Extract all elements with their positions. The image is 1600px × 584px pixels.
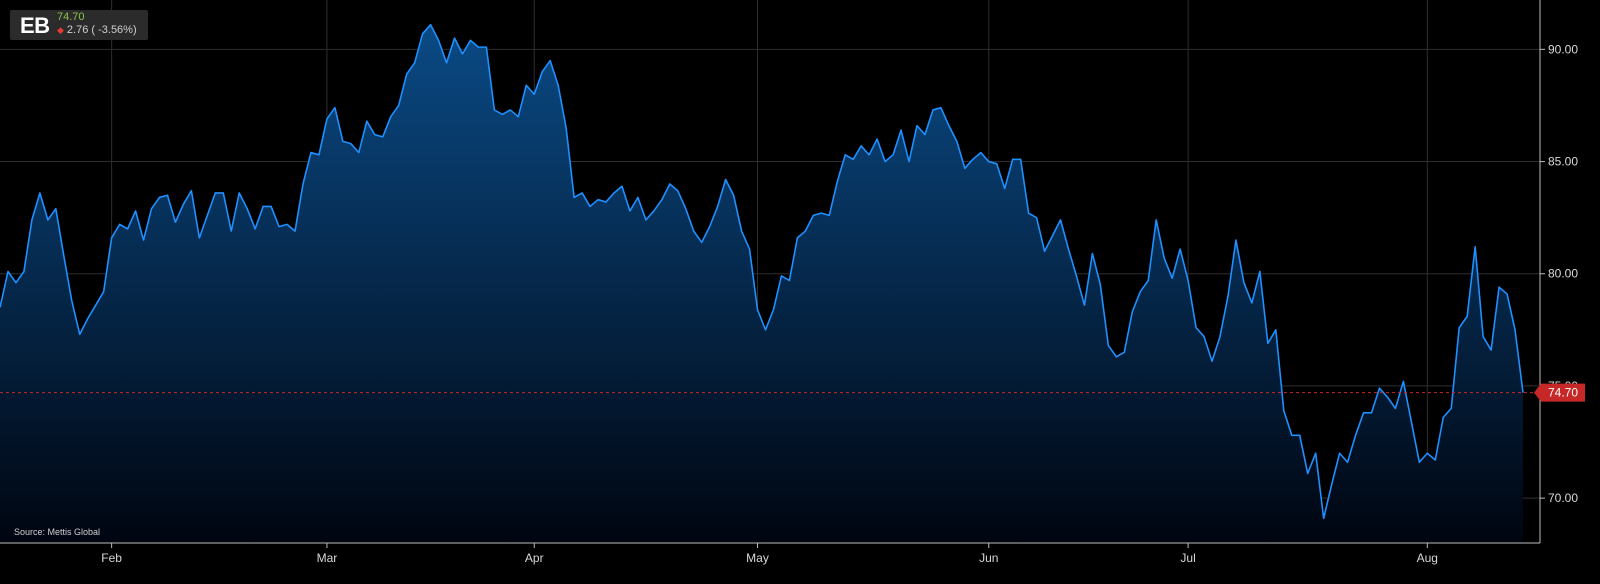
x-tick-label: Mar (317, 551, 338, 565)
last-price-marker: 74.70 (1534, 383, 1585, 402)
ticker-change: 2.76 ( -3.56%) (66, 24, 137, 36)
y-tick-label: 70.00 (1548, 491, 1578, 505)
x-tick-label: Aug (1417, 551, 1438, 565)
ticker-price: 74.70 (57, 11, 85, 23)
x-tick-label: May (746, 551, 769, 565)
x-tick-label: Apr (525, 551, 544, 565)
price-line[interactable] (0, 23, 1524, 520)
ticker-change-row: ◆ 2.76 ( -3.56%) (57, 24, 137, 36)
source-note: Source: Mettis Global (14, 527, 101, 537)
y-tick-label: 90.00 (1548, 42, 1578, 56)
ticker-symbol: EB (20, 13, 50, 38)
x-axis: FebMarAprMayJunJulAugSepOct (101, 543, 1438, 565)
price-area-fill (0, 24, 1523, 544)
x-tick-label: Jul (1180, 551, 1195, 565)
ticker-summary: EB 74.70 ◆ 2.76 ( -3.56%) (10, 10, 148, 40)
y-tick-label: 85.00 (1548, 155, 1578, 169)
y-tick-label: 80.00 (1548, 267, 1578, 281)
last-price-label: 74.70 (1548, 386, 1578, 400)
x-tick-label: Jun (979, 551, 998, 565)
x-tick-label: Feb (101, 551, 122, 565)
down-arrow-icon: ◆ (57, 25, 64, 35)
last-price-tag-shape (1534, 383, 1585, 402)
